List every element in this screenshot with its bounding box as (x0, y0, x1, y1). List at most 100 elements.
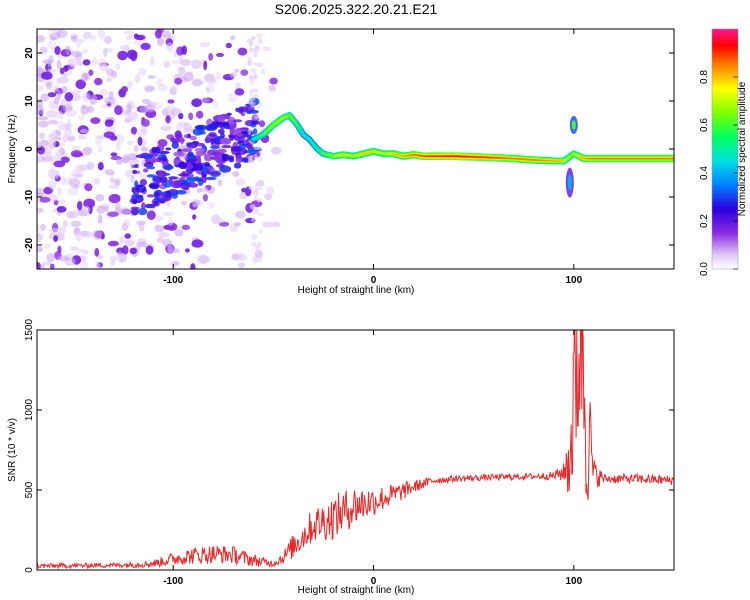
noise-blob (126, 103, 133, 112)
noise-blob (253, 146, 259, 150)
noise-blob (191, 239, 204, 248)
noise-blob (157, 37, 164, 46)
spectral-blob (233, 162, 242, 169)
noise-blob (140, 146, 149, 152)
noise-blob (212, 101, 219, 109)
noise-blob (250, 101, 256, 108)
spectral-blob (226, 112, 232, 116)
spectral-blob (155, 178, 161, 186)
spectral-blob (189, 135, 197, 141)
spectral-blob (251, 120, 260, 125)
noise-blob (123, 219, 131, 228)
spectral-blob (228, 157, 235, 163)
spectral-blob (146, 166, 156, 170)
noise-blob (81, 72, 88, 82)
noise-blob (170, 108, 182, 116)
spectrogram-marks (37, 29, 674, 269)
spectral-blob (143, 168, 149, 173)
noise-blob (55, 129, 61, 137)
noise-blob (82, 146, 93, 156)
spectral-blob (151, 158, 160, 163)
noise-blob (171, 59, 183, 65)
noise-blob (103, 205, 109, 213)
colorbar-label: Normalized spectral amplitude (737, 81, 748, 216)
spectral-blob (158, 153, 167, 158)
noise-blob (114, 105, 123, 116)
noise-blob (70, 50, 82, 58)
noise-blob (134, 73, 141, 84)
noise-blob (70, 89, 81, 95)
noise-blob (45, 81, 53, 90)
spectral-blob (209, 171, 221, 176)
spectral-blob (181, 148, 193, 153)
spectral-blob (235, 155, 243, 164)
noise-blob (110, 70, 118, 79)
noise-blob (138, 222, 145, 232)
noise-blob (107, 240, 119, 247)
noise-blob (110, 259, 115, 266)
noise-blob (228, 93, 238, 103)
noise-blob (37, 116, 49, 121)
spectral-blob (180, 184, 187, 190)
noise-blob (37, 142, 42, 149)
noise-blob (257, 198, 262, 202)
noise-blob (247, 128, 252, 136)
noise-blob (62, 134, 69, 143)
noise-blob (160, 125, 172, 131)
noise-blob (147, 75, 156, 79)
spectral-blob (203, 153, 213, 162)
noise-blob (94, 247, 100, 257)
spectral-blob (230, 146, 242, 151)
noise-blob (251, 234, 258, 240)
noise-blob (130, 126, 138, 135)
noise-blob (257, 156, 263, 162)
noise-blob (52, 85, 60, 92)
spectral-blob (146, 194, 156, 198)
noise-blob (253, 194, 258, 201)
figure-title: S206.2025.322.20.21.E21 (275, 1, 438, 17)
noise-blob (126, 80, 133, 90)
spectral-blob (164, 165, 174, 170)
noise-blob (117, 50, 128, 61)
noise-blob (65, 109, 77, 117)
spectrogram-plot-area (37, 29, 674, 269)
noise-blob (54, 46, 61, 55)
noise-blob (104, 96, 116, 105)
noise-blob (232, 171, 240, 177)
noise-blob (97, 162, 104, 171)
spectral-blob (175, 190, 187, 195)
spectral-blob (210, 138, 215, 145)
noise-blob (162, 211, 174, 217)
spectral-blob (205, 176, 217, 181)
noise-blob (70, 34, 78, 40)
spectral-blob (186, 176, 199, 181)
y-tick-label: 0 (24, 567, 35, 573)
noise-blob (97, 29, 106, 40)
noise-blob (126, 49, 138, 60)
ridge-segment (370, 150, 375, 153)
noise-blob (253, 93, 259, 99)
noise-blob (99, 89, 109, 96)
noise-blob (138, 171, 146, 176)
spectrogram-ylabel: Frequency (Hz) (7, 115, 18, 184)
spectral-blob (222, 153, 230, 162)
noise-blob (91, 34, 96, 42)
spectrogram-xlabel: Height of straight line (km) (298, 285, 415, 296)
noise-blob (137, 136, 143, 146)
spectral-blob (232, 119, 243, 123)
noise-blob (82, 205, 91, 213)
noise-blob (88, 69, 94, 76)
noise-blob (234, 88, 245, 96)
noise-blob (71, 152, 84, 157)
noise-blob (95, 262, 101, 269)
noise-blob (192, 214, 197, 220)
noise-blob (121, 86, 128, 93)
noise-blob (81, 92, 91, 103)
noise-blob (57, 255, 69, 262)
noise-blob (124, 30, 134, 35)
noise-blob (140, 42, 151, 51)
colorbar-tick-label: 0.6 (699, 118, 710, 132)
noise-blob (216, 52, 224, 58)
spectral-blob (171, 141, 179, 149)
noise-blob (80, 128, 88, 134)
